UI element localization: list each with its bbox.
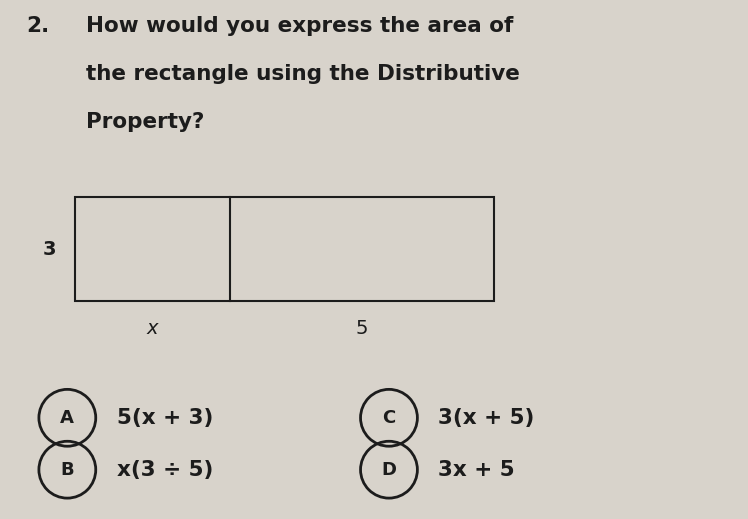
Text: Property?: Property?: [86, 112, 204, 132]
Text: x: x: [147, 319, 158, 338]
Text: 2.: 2.: [26, 16, 49, 36]
Text: 3: 3: [43, 240, 56, 258]
Text: D: D: [381, 461, 396, 479]
Text: How would you express the area of: How would you express the area of: [86, 16, 513, 36]
Text: x(3 ÷ 5): x(3 ÷ 5): [117, 460, 213, 480]
Text: 3x + 5: 3x + 5: [438, 460, 515, 480]
Text: B: B: [61, 461, 74, 479]
Text: C: C: [382, 409, 396, 427]
Text: the rectangle using the Distributive: the rectangle using the Distributive: [86, 64, 520, 84]
Bar: [75, 197, 494, 301]
Text: 5(x + 3): 5(x + 3): [117, 408, 213, 428]
Text: A: A: [61, 409, 74, 427]
Text: 3(x + 5): 3(x + 5): [438, 408, 535, 428]
Text: 5: 5: [355, 319, 368, 338]
